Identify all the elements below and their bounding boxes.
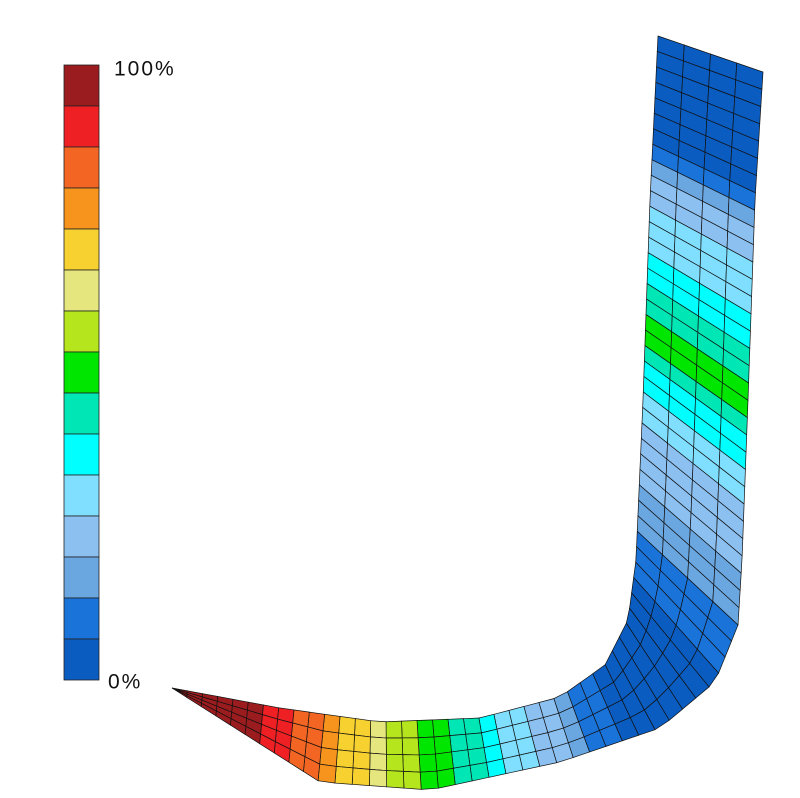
mesh-cell <box>435 751 454 772</box>
mesh-cell <box>433 735 452 755</box>
mesh-cell <box>319 747 338 767</box>
mesh-cell <box>386 770 405 789</box>
color-band <box>63 638 100 681</box>
mesh-cell <box>449 733 469 753</box>
mesh-cell <box>320 730 340 751</box>
mesh-cell <box>385 720 403 739</box>
mesh-cell <box>417 736 436 756</box>
mesh-cell <box>447 718 467 736</box>
mesh-cell <box>416 719 435 739</box>
mesh-cell <box>469 762 490 782</box>
color-band <box>63 105 100 148</box>
color-band <box>63 228 100 271</box>
mesh-cell <box>402 770 422 790</box>
color-band <box>63 351 100 394</box>
mesh-cell <box>402 754 421 773</box>
mesh-cell <box>386 753 404 772</box>
mesh-cell <box>463 717 482 735</box>
color-band <box>63 474 100 517</box>
mesh-cell <box>432 718 451 738</box>
mesh-cell <box>486 758 507 778</box>
mesh-cell <box>352 751 371 770</box>
color-band <box>63 597 100 640</box>
mesh-cell <box>334 766 354 785</box>
mesh-cell <box>354 718 372 738</box>
mesh-cell <box>451 749 471 769</box>
legend-min-label: 0% <box>108 671 142 694</box>
mesh-cell <box>337 732 355 752</box>
mesh-cell <box>322 713 341 734</box>
color-band <box>63 392 100 435</box>
mesh-cell <box>401 737 420 756</box>
color-band <box>63 433 100 476</box>
color-band <box>63 515 100 558</box>
color-band <box>63 269 100 312</box>
mesh <box>171 35 764 790</box>
mesh-cell <box>317 763 337 784</box>
mesh-cell <box>369 752 387 771</box>
mesh-cell <box>369 720 387 739</box>
mesh-cell <box>385 737 404 755</box>
mesh-cell <box>335 749 355 769</box>
mesh-cell <box>338 715 356 736</box>
mesh-cell <box>465 732 485 751</box>
mesh-cell <box>351 767 371 786</box>
mesh-cell <box>171 687 188 698</box>
mesh-cell <box>502 754 524 775</box>
color-bar <box>63 64 100 681</box>
legend-max-label: 100% <box>114 58 176 81</box>
mesh-cell <box>369 736 387 755</box>
mesh-cell <box>401 720 419 739</box>
mesh-cell <box>353 734 371 754</box>
color-band <box>63 310 100 353</box>
mesh-cell <box>369 768 388 788</box>
mesh-cell <box>418 753 438 773</box>
color-band <box>63 556 100 599</box>
mesh-cell <box>453 764 473 785</box>
color-band <box>63 146 100 189</box>
mesh-cell <box>436 767 456 789</box>
color-band <box>63 64 100 107</box>
color-band <box>63 187 100 230</box>
mesh-cell <box>419 770 439 790</box>
